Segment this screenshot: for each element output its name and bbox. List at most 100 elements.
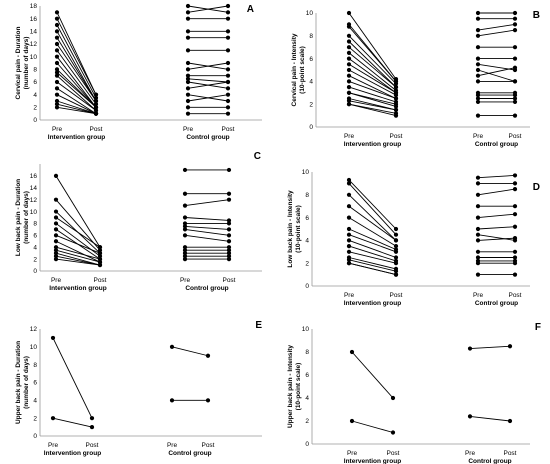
y-tick-label: 10 — [302, 169, 310, 176]
y-tick-label: 0 — [33, 433, 37, 440]
pre-point — [185, 76, 191, 81]
subject-line — [56, 72, 97, 108]
y-tick-label: 12 — [30, 197, 38, 204]
y-tick-label: 8 — [309, 33, 313, 40]
post-point — [97, 259, 103, 265]
y-tick-label: 8 — [305, 349, 309, 356]
subject-line — [56, 100, 97, 115]
pre-point — [475, 16, 481, 21]
pre-point — [182, 203, 188, 208]
subject-line — [55, 258, 101, 266]
pre-point — [346, 62, 352, 67]
subject-line — [348, 251, 397, 264]
y-tick-label: 16 — [30, 173, 38, 180]
subject-line — [55, 217, 101, 248]
group-label: Intervention group — [344, 458, 401, 464]
subject-line — [477, 174, 516, 179]
pre-point — [185, 60, 191, 66]
pre-point — [53, 197, 59, 202]
y-axis-label-line: Low back pain - Duration — [15, 179, 22, 256]
pre-point — [53, 248, 59, 253]
pre-point — [475, 204, 481, 209]
post-point — [226, 227, 232, 232]
subject-line — [348, 12, 397, 80]
pre-point — [54, 70, 60, 75]
pre-point — [169, 344, 175, 349]
pre-point — [185, 111, 191, 116]
series-control: Control group — [182, 167, 232, 292]
subject-line — [56, 75, 97, 111]
pre-point — [475, 99, 481, 105]
pre-point — [53, 257, 59, 262]
subject-line — [52, 337, 93, 419]
pre-point — [346, 90, 352, 95]
y-axis-label: Low back pain - Intensity(10-point scale… — [287, 190, 302, 268]
series-control: Control group — [185, 3, 231, 141]
panel-label: D — [533, 182, 540, 193]
y-tick-label: 6 — [309, 56, 313, 63]
pre-point — [54, 92, 60, 97]
pre-point — [475, 10, 481, 16]
post-point — [93, 108, 99, 113]
post-point — [507, 344, 513, 349]
pre-point — [185, 92, 191, 97]
y-tick-label: 2 — [33, 415, 37, 422]
pre-point — [185, 29, 191, 34]
pre-point — [475, 73, 481, 78]
pre-point — [54, 16, 60, 21]
series-control: Control group — [467, 344, 513, 464]
subject-line — [171, 346, 209, 357]
subject-line — [477, 69, 516, 82]
y-tick-label: 10 — [30, 344, 38, 351]
y-tick-label: 0 — [305, 441, 309, 448]
post-point — [393, 85, 399, 90]
y-tick-label: 2 — [33, 256, 37, 263]
post-point — [512, 10, 518, 16]
x-tick-label: Pre — [473, 292, 484, 299]
pre-point — [475, 67, 481, 73]
post-point — [226, 245, 232, 250]
y-tick-label: 8 — [33, 221, 37, 228]
pre-point — [475, 249, 481, 254]
pre-point — [54, 60, 60, 66]
panel-d: 0 2 4 6 8 10 Low back pain - Intensity(10-poin… — [287, 169, 540, 307]
x-tick-label: Post — [93, 277, 106, 284]
subject-line — [469, 415, 511, 422]
pre-point — [169, 398, 175, 403]
post-point — [512, 45, 518, 50]
subject-line — [56, 24, 97, 99]
pre-point — [475, 56, 481, 61]
subject-line — [348, 92, 397, 107]
y-axis-label-line: (10-point scale) — [299, 46, 306, 94]
post-point — [225, 29, 231, 34]
x-tick-label: Pre — [167, 442, 178, 449]
subject-line — [56, 87, 97, 115]
pre-point — [185, 16, 191, 21]
subject-line — [55, 234, 101, 254]
pre-point — [185, 79, 191, 85]
pre-point — [346, 85, 352, 90]
pre-point — [53, 254, 59, 259]
post-point — [225, 105, 231, 110]
y-tick-label: 4 — [309, 79, 313, 86]
post-point — [393, 244, 399, 249]
pre-point — [346, 10, 352, 16]
subject-line — [184, 217, 230, 221]
post-point — [512, 212, 518, 217]
subject-line — [56, 31, 97, 102]
panel-label: C — [254, 151, 261, 162]
pre-point — [182, 233, 188, 238]
pre-point — [54, 98, 60, 104]
pre-point — [182, 191, 188, 196]
pre-point — [54, 102, 60, 107]
post-point — [225, 10, 231, 15]
group-label: Control group — [475, 141, 518, 148]
x-tick-label: Post — [85, 442, 98, 449]
y-tick-label: 4 — [33, 244, 37, 251]
subject-line — [187, 81, 229, 89]
post-point — [512, 96, 518, 101]
post-point — [205, 353, 211, 358]
subject-line — [348, 239, 397, 258]
y-tick-label: 0 — [33, 268, 37, 275]
post-point — [225, 98, 231, 104]
